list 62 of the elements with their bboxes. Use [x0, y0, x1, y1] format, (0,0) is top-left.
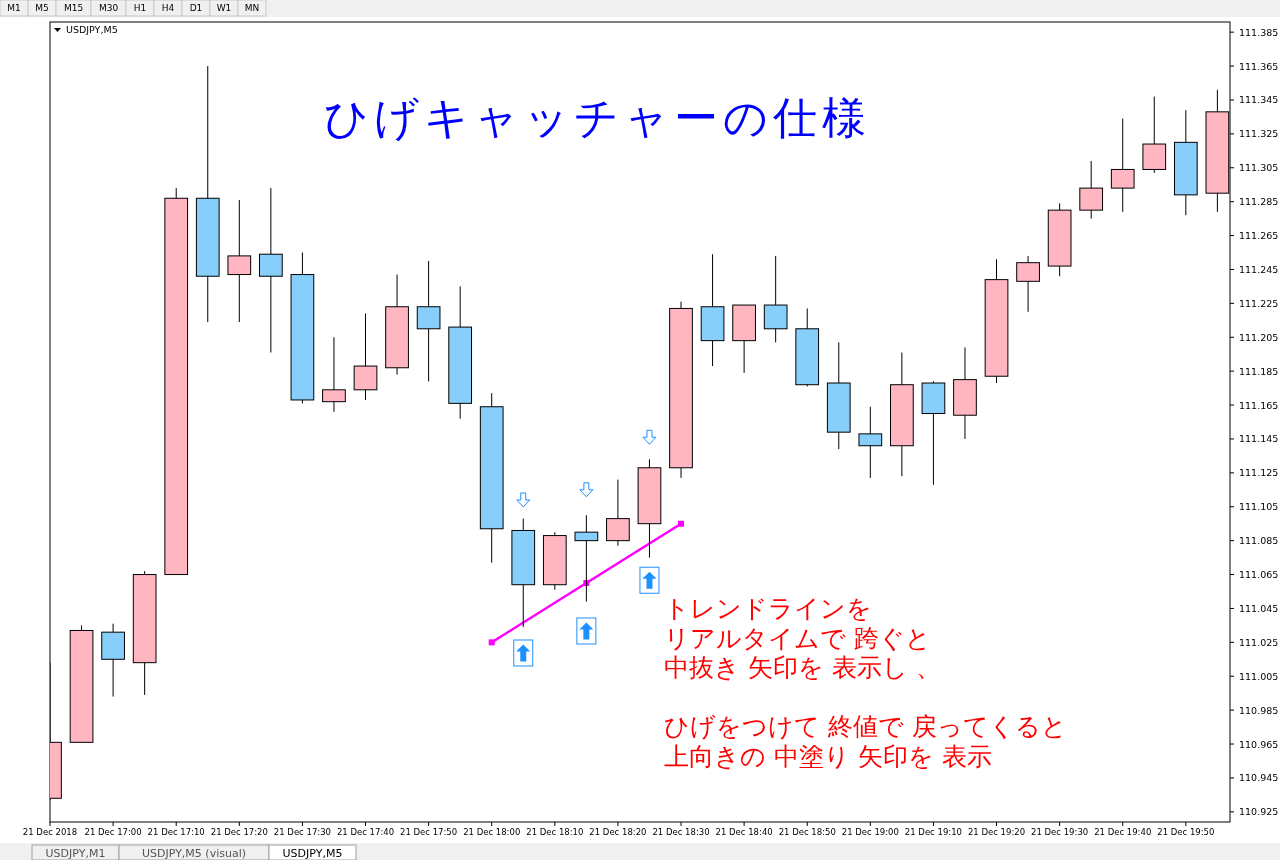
annotation: 中抜き 矢印を 表示し 、	[664, 653, 941, 682]
y-tick-label: 111.285	[1239, 196, 1279, 208]
y-tick-label: 111.365	[1239, 60, 1279, 72]
point	[516, 492, 531, 508]
y-tick-label: 111.265	[1239, 230, 1279, 242]
y-tick-label: 111.025	[1239, 636, 1279, 648]
annotation: トレンドラインを	[664, 594, 872, 623]
point	[678, 520, 685, 527]
x-tick-label: 21 Dec 19:00	[841, 827, 899, 837]
text: USDJPY,M5	[282, 847, 343, 860]
x-tick-label: 21 Dec 19:20	[967, 827, 1026, 837]
y-tick-label: 111.305	[1239, 162, 1279, 174]
y-tick-label: 111.005	[1239, 670, 1279, 682]
text: USDJPY,M1	[45, 847, 106, 860]
y-tick-label: 111.245	[1239, 263, 1279, 275]
x-tick-label: 21 Dec 17:50	[400, 827, 458, 837]
y-tick-label: 110.965	[1239, 738, 1279, 750]
y-tick-label: 110.925	[1239, 806, 1279, 818]
y-tick-label: 111.385	[1239, 26, 1279, 38]
annotation: リアルタイムで 跨ぐと	[664, 623, 931, 653]
x-tick-label: 21 Dec 17:00	[84, 827, 142, 837]
y-tick-label: 111.225	[1239, 297, 1279, 309]
x-tick-label: 21 Dec 18:50	[778, 827, 836, 837]
x-tick-label: 21 Dec 2018	[22, 827, 78, 837]
x-tick-label: 21 Dec 18:30	[652, 827, 710, 837]
text: ひげキャッチャーの仕様	[323, 92, 871, 143]
point	[513, 639, 534, 667]
text: USDJPY,M5 (visual)	[142, 847, 246, 860]
x-tick-label: 21 Dec 17:40	[336, 827, 395, 837]
y-tick-label: 111.325	[1239, 128, 1279, 140]
x-tick-label: 21 Dec 18:40	[715, 827, 773, 837]
annotation: ひげをつけて 終値で 戻ってくると	[664, 712, 1067, 741]
x-tick-label: 21 Dec 17:10	[147, 827, 205, 837]
y-tick-label: 111.345	[1239, 94, 1279, 106]
x-tick-label: 21 Dec 18:10	[526, 827, 584, 837]
y-tick-label: 111.125	[1239, 467, 1279, 479]
toolbar: M1 M5 M15 M30 H1 H4 D1 W1 MN	[0, 0, 1280, 17]
x-tick-label: 21 Dec 19:10	[904, 827, 963, 837]
point	[576, 617, 597, 645]
y-tick-label: 110.985	[1239, 704, 1279, 716]
x-tick-label: 21 Dec 17:30	[273, 827, 331, 837]
x-tick-label: 21 Dec 18:00	[463, 827, 521, 837]
x-tick-label: 21 Dec 19:40	[1094, 827, 1152, 837]
point	[639, 566, 660, 594]
y-tick-label: 111.185	[1239, 365, 1279, 377]
y-tick-label: 111.085	[1239, 535, 1279, 547]
x-tick-label: 21 Dec 19:50	[1157, 827, 1215, 837]
y-tick-label: 111.065	[1239, 569, 1279, 581]
y-tick-label: 111.045	[1239, 602, 1279, 614]
y-tick-label: 111.105	[1239, 501, 1279, 513]
point	[579, 482, 594, 498]
annotation: 上向きの 中塗り 矢印を 表示	[664, 741, 992, 771]
x-tick-label: 21 Dec 18:20	[589, 827, 647, 837]
x-tick-label: 21 Dec 17:20	[210, 827, 268, 837]
y-tick-label: 111.165	[1239, 399, 1279, 411]
y-tick-label: 110.945	[1239, 772, 1279, 784]
point	[642, 429, 657, 445]
x-tick-label: 21 Dec 19:30	[1031, 827, 1089, 837]
y-tick-label: 111.145	[1239, 433, 1279, 445]
chart-subtitle: USDJPY,M5	[66, 24, 118, 35]
point	[488, 639, 495, 646]
y-tick-label: 111.205	[1239, 331, 1279, 343]
